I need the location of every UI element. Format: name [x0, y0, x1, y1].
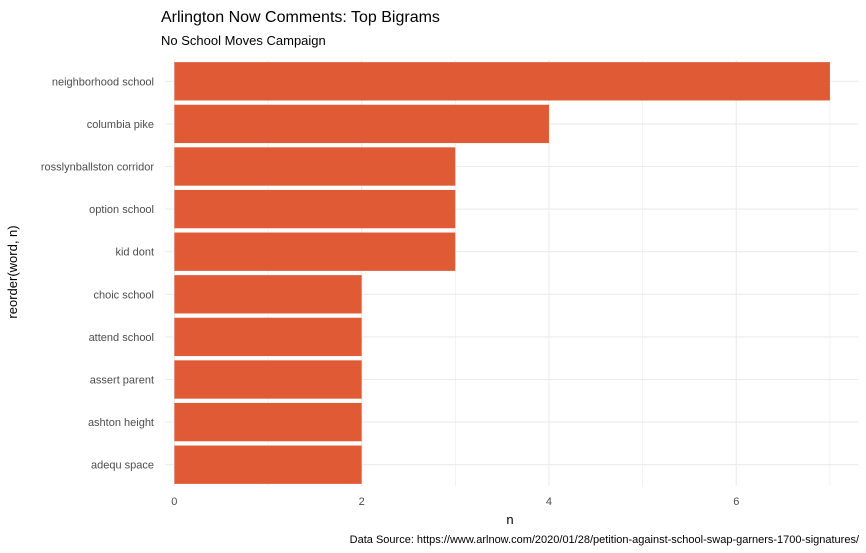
bar [174, 104, 549, 144]
bar [174, 360, 362, 399]
bar [174, 189, 456, 229]
y-tick-label: ashton height [88, 417, 154, 429]
x-tick-label: 4 [546, 496, 552, 508]
bar [174, 232, 456, 271]
chart-title: Arlington Now Comments: Top Bigrams [161, 9, 440, 26]
bar [174, 317, 362, 357]
bars [174, 62, 830, 484]
x-axis-title: n [506, 512, 513, 527]
bar [174, 62, 830, 101]
caption: Data Source: https://www.arlnow.com/2020… [350, 534, 860, 546]
chart-subtitle: No School Moves Campaign [161, 33, 326, 48]
bar [174, 402, 362, 442]
x-tick-label: 2 [359, 496, 365, 508]
y-tick-label: adequ space [91, 460, 154, 472]
x-tick-labels: 0 2 4 6 [171, 496, 739, 508]
y-tick-label: attend school [89, 332, 154, 344]
x-tick-label: 6 [733, 496, 739, 508]
y-tick-label: kid dont [115, 247, 154, 259]
y-tick-label: assert parent [90, 375, 154, 387]
y-tick-label: choic school [93, 289, 154, 301]
bar [174, 275, 362, 314]
y-tick-label: neighborhood school [52, 76, 154, 88]
y-axis-title: reorder(word, n) [5, 225, 20, 318]
y-tick-label: columbia pike [87, 119, 154, 131]
x-tick-label: 0 [171, 496, 177, 508]
y-tick-labels: neighborhood school columbia pike rosslynb… [41, 76, 154, 471]
y-tick-label: option school [89, 204, 154, 216]
y-tick-label: rosslynballston corridor [41, 162, 154, 174]
bar [174, 147, 456, 186]
bar [174, 445, 362, 484]
